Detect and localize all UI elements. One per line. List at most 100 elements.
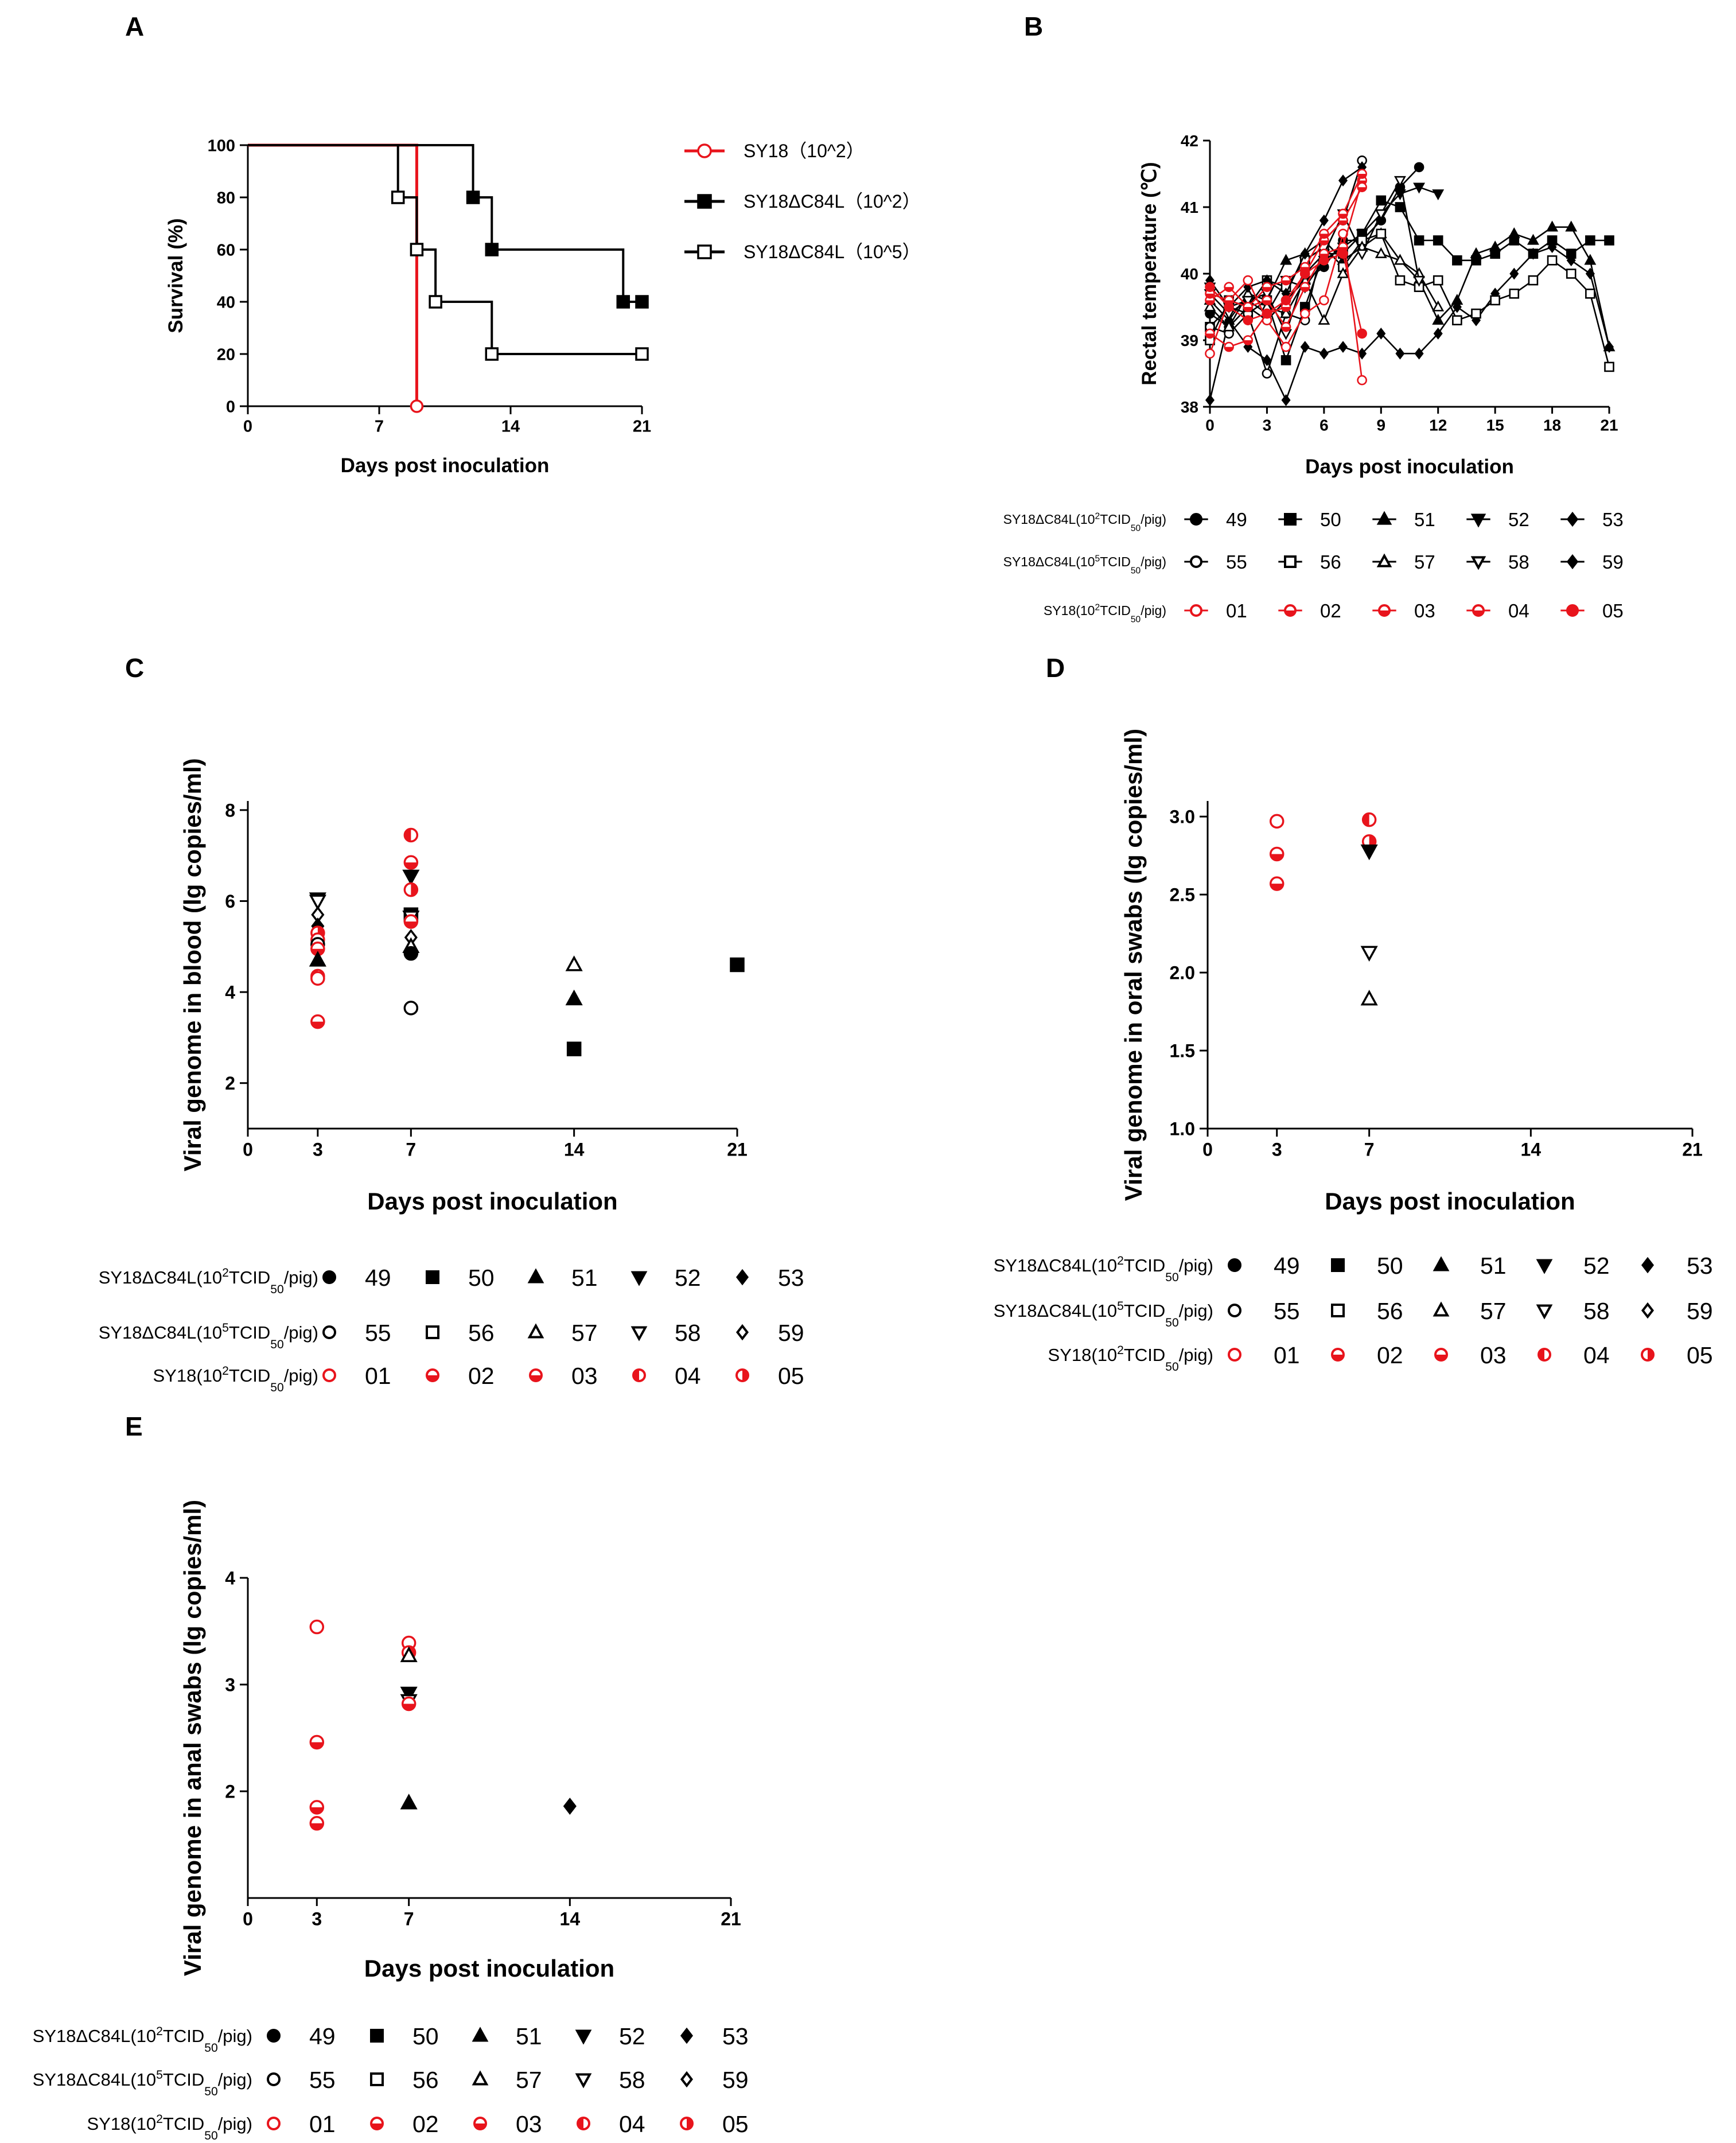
e-legend-marker-02-fill: [371, 2123, 383, 2129]
d-legend-marker-57: [1433, 1301, 1450, 1317]
c-point-50-shape: [730, 957, 745, 973]
d-legend-label-56: 56: [1377, 1298, 1403, 1324]
b-temp-point-05: [1357, 328, 1367, 339]
a-survival-point: [485, 243, 499, 256]
b-temp-point-01-shape: [1243, 275, 1254, 286]
d-point-57-shape: [1360, 990, 1378, 1006]
e-legend-label-02: 02: [412, 2111, 439, 2137]
b-temp-point-53: [1338, 341, 1348, 353]
e-legend-group-label-part: 50: [204, 2085, 217, 2098]
e-point-03-fill: [310, 1823, 324, 1830]
c-legend-group-label-part: 50: [270, 1381, 283, 1394]
b-temp-line-53: [1209, 246, 1610, 402]
d-legend-group-label-part: /pig): [1179, 1345, 1213, 1365]
b-legend-group-label-part: SY18ΔC84L(10: [1003, 554, 1095, 569]
b-temp-point-58-shape: [1394, 176, 1406, 187]
b-temp-point-58-shape: [1375, 209, 1387, 220]
b-temp-point-05-shape: [1357, 328, 1367, 339]
e-legend-label-52: 52: [619, 2023, 645, 2049]
b-temp-point-56-shape: [1566, 269, 1577, 279]
b-temp-point-50-shape: [1395, 202, 1406, 212]
e-point-52-shape: [400, 1686, 418, 1703]
b-temp-point-53-shape: [1205, 394, 1215, 406]
e-point-02: [309, 1734, 325, 1750]
b-temp-point-01: [1299, 308, 1310, 319]
a-survival-point: [635, 347, 649, 361]
a-legend-marker-shape: [697, 143, 712, 158]
b-temp-point-05-shape: [1299, 269, 1310, 279]
c-legend-group-label: SY18ΔC84L(105TCID50/pig): [99, 1321, 318, 1351]
b-temp-point-53-shape: [1281, 394, 1291, 406]
b-temp-point-01: [1357, 375, 1367, 386]
b-legend-label-04: 04: [1508, 600, 1529, 621]
c-point-03: [403, 914, 419, 929]
b-temp-point-53: [1433, 328, 1443, 340]
b-legend-label-02: 02: [1320, 600, 1341, 621]
c-legend-marker-49: [322, 1270, 336, 1284]
b-legend-group-label-part: 50: [1131, 615, 1141, 625]
e-legend-label-50: 50: [412, 2023, 439, 2049]
b-temp-point-51: [1508, 227, 1520, 239]
c-point-51: [565, 989, 583, 1006]
e-legend-group-label-part: 2: [156, 2113, 163, 2126]
b-temp-point-50: [1604, 235, 1614, 246]
c-legend-marker-53: [735, 1269, 749, 1286]
b-temp-point-56: [1490, 295, 1500, 306]
b-legend-group-label: SY18ΔC84L(102TCID50/pig): [1003, 511, 1166, 533]
b-temp-point-56: [1528, 275, 1539, 286]
e-legend-group-label-part: 2: [156, 2025, 163, 2038]
b-temp-point-04-fill: [1338, 213, 1348, 219]
a-survival-point-shape: [410, 243, 424, 256]
b-legend-marker-50-shape: [1284, 513, 1297, 526]
b-temp-point-03-fill: [1205, 333, 1215, 338]
b-temp-point-53: [1395, 347, 1405, 360]
b-temp-point-56: [1585, 288, 1595, 299]
b-temp-point-57-shape: [1223, 320, 1235, 332]
b-temp-point-56: [1604, 361, 1614, 372]
b-temp-point-56-shape: [1471, 308, 1481, 319]
e-legend-marker-04: [577, 2117, 590, 2130]
c-point-51: [309, 951, 326, 967]
c-point-57-shape: [565, 955, 583, 971]
b-temp-point-05: [1338, 248, 1348, 259]
c-point-05: [403, 882, 419, 897]
b-temp-point-50: [1280, 355, 1291, 365]
e-legend-label-05: 05: [722, 2111, 749, 2137]
d-legend-label-05: 05: [1687, 1342, 1713, 1368]
e-point-03-fill: [310, 1807, 324, 1814]
a-survival-point-shape: [410, 399, 424, 413]
e-point-52: [400, 1686, 418, 1703]
e-legend-marker-02: [370, 2117, 384, 2130]
panel-label-d: D: [1046, 653, 1065, 683]
b-temp-point-51-shape: [1527, 234, 1539, 245]
d-legend: SY18ΔC84L(102TCID50/pig) 49 50 51 52 53SY18ΔC…: [994, 1253, 1713, 1374]
b-temp-point-50: [1414, 235, 1424, 246]
c-legend-marker-04-fill: [633, 1370, 639, 1381]
e-legend-marker-49-shape: [267, 2029, 281, 2043]
c-legend-group-label-part: /pig): [284, 1267, 318, 1288]
b-x-tick-label: 18: [1543, 416, 1561, 434]
c-y-tick-label: 8: [225, 800, 235, 820]
c-point-01-shape: [310, 971, 325, 986]
b-x-tick-label: 21: [1600, 416, 1618, 434]
c-legend-marker-59: [735, 1324, 749, 1341]
b-temp-point-51: [1470, 247, 1482, 258]
d-x-tick-label: 21: [1682, 1139, 1703, 1160]
d-x-tick-label: 3: [1272, 1139, 1282, 1160]
c-legend-label-52: 52: [675, 1265, 701, 1291]
c-legend-marker-58-shape: [630, 1326, 648, 1341]
e-legend-marker-04-fill: [578, 2118, 583, 2129]
d-legend-group-label-part: SY18(10: [1048, 1345, 1118, 1365]
b-legend-marker-55-shape: [1190, 555, 1202, 568]
d-legend-group-label-part: 50: [1165, 1271, 1178, 1284]
b-temp-point-05: [1243, 315, 1254, 326]
b-temp-point-57: [1223, 320, 1235, 332]
e-legend-marker-52-shape: [575, 2029, 592, 2045]
a-y-axis-title: Survival (%): [165, 218, 187, 333]
d-legend-marker-51-shape: [1433, 1256, 1450, 1271]
b-legend-marker-53: [1566, 511, 1579, 527]
b-temp-point-50: [1433, 235, 1443, 246]
c-legend-label-49: 49: [365, 1265, 391, 1291]
d-legend-marker-04: [1538, 1348, 1551, 1362]
d-point-02-fill: [1270, 854, 1283, 861]
